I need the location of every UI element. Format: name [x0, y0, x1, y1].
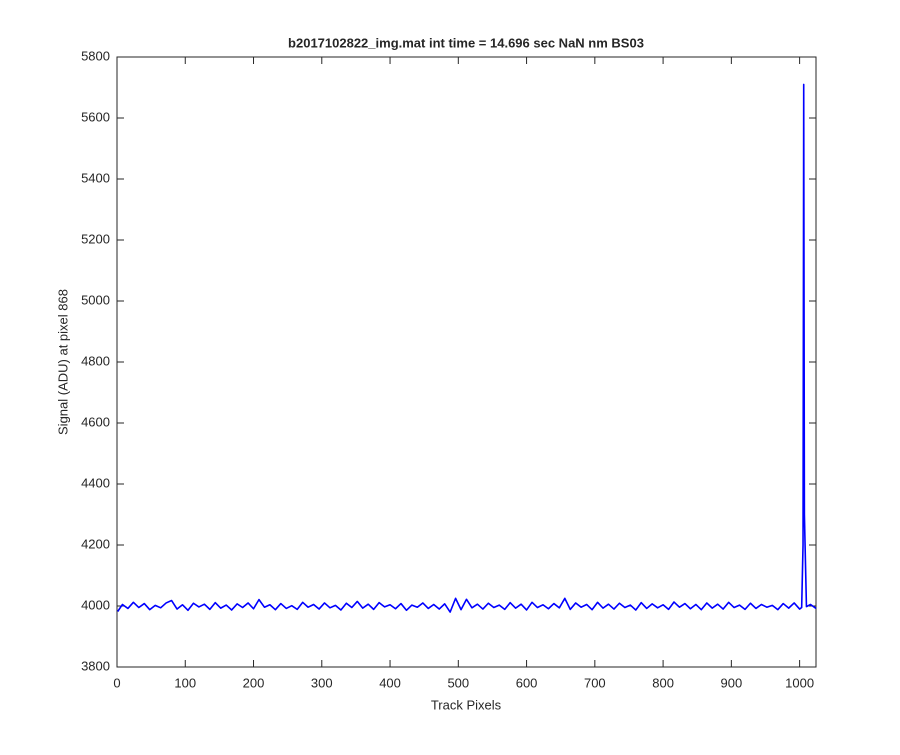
- x-tick-label: 600: [516, 675, 538, 690]
- x-tick-label: 200: [243, 675, 265, 690]
- x-axis-label: Track Pixels: [431, 697, 502, 712]
- x-tick-label: 800: [652, 675, 674, 690]
- data-line: [117, 83, 817, 613]
- x-tick-label: 500: [447, 675, 469, 690]
- plot-box: [116, 56, 817, 668]
- x-tick-label: 400: [379, 675, 401, 690]
- y-tick-label: 3800: [81, 658, 110, 673]
- y-tick-label: 4800: [81, 353, 110, 368]
- y-tick-label: 4000: [81, 597, 110, 612]
- y-tick-label: 4600: [81, 414, 110, 429]
- x-tick-label: 100: [174, 675, 196, 690]
- y-tick-label: 4400: [81, 475, 110, 490]
- y-axis-label: Signal (ADU) at pixel 868: [55, 289, 70, 435]
- y-tick-label: 5200: [81, 231, 110, 246]
- x-tick-label: 900: [721, 675, 743, 690]
- y-tick-label: 5000: [81, 292, 110, 307]
- y-tick-label: 5800: [81, 48, 110, 63]
- x-tick-label: 1000: [785, 675, 814, 690]
- chart-title: b2017102822_img.mat int time = 14.696 se…: [288, 35, 644, 50]
- y-tick-label: 4200: [81, 536, 110, 551]
- y-tick-label: 5600: [81, 109, 110, 124]
- x-tick-label: 300: [311, 675, 333, 690]
- y-tick-label: 5400: [81, 170, 110, 185]
- x-tick-label: 700: [584, 675, 606, 690]
- x-tick-label: 0: [113, 675, 120, 690]
